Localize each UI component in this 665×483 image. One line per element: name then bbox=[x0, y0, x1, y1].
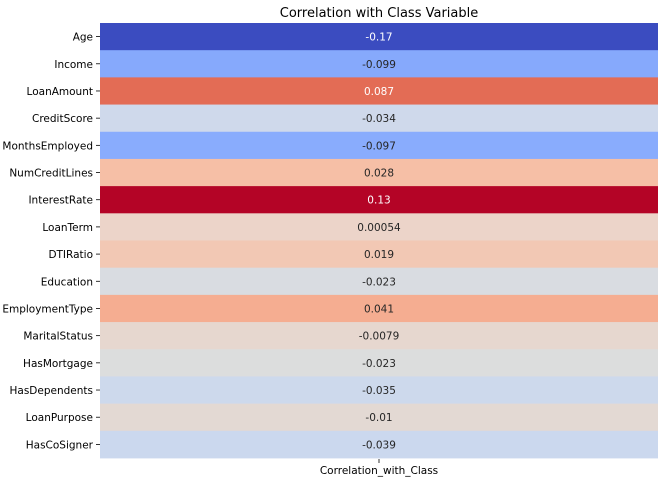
row-label: HasMortgage bbox=[23, 358, 93, 370]
cell-value-label: -0.023 bbox=[362, 358, 396, 370]
row-label: LoanPurpose bbox=[26, 412, 93, 424]
heatmap-cell bbox=[100, 77, 658, 105]
heatmap-cell bbox=[100, 322, 658, 350]
heatmap-cell bbox=[100, 376, 658, 405]
column-label: Correlation_with_Class bbox=[320, 465, 438, 477]
cell-value-label: 0.087 bbox=[364, 86, 394, 98]
row-label: DTIRatio bbox=[48, 249, 93, 261]
cell-value-label: -0.097 bbox=[362, 140, 396, 152]
row-label: HasDependents bbox=[10, 385, 94, 397]
row-label: Age bbox=[73, 32, 93, 44]
cell-value-label: -0.099 bbox=[362, 59, 396, 71]
heatmap-cell bbox=[100, 23, 658, 51]
row-label: MaritalStatus bbox=[23, 331, 93, 343]
chart-title: Correlation with Class Variable bbox=[280, 6, 479, 21]
row-label: LoanAmount bbox=[27, 86, 93, 98]
row-label: LoanTerm bbox=[42, 222, 93, 234]
heatmap-cell bbox=[100, 186, 658, 214]
heatmap-cell bbox=[100, 131, 658, 160]
cell-value-label: -0.034 bbox=[362, 113, 396, 125]
cell-value-label: -0.035 bbox=[362, 385, 396, 397]
cell-value-label: 0.019 bbox=[364, 249, 394, 261]
cell-value-label: 0.13 bbox=[367, 195, 390, 207]
cell-value-label: 0.00054 bbox=[357, 222, 401, 234]
cell-value-label: 0.028 bbox=[364, 168, 394, 180]
heatmap-cell bbox=[100, 403, 658, 432]
cell-value-label: -0.039 bbox=[362, 439, 396, 451]
row-label: CreditScore bbox=[32, 113, 93, 125]
row-label: Education bbox=[41, 276, 93, 288]
row-label: MonthsEmployed bbox=[2, 140, 93, 152]
heatmap-cell bbox=[100, 213, 658, 241]
row-label: NumCreditLines bbox=[9, 168, 93, 180]
cell-value-label: 0.041 bbox=[364, 303, 394, 315]
row-label: EmploymentType bbox=[2, 303, 93, 315]
cell-value-label: -0.023 bbox=[362, 276, 396, 288]
heatmap-cells: -0.17 -0.099 0.087 -0.034 -0.097 0.028 0.13 0.0… bbox=[100, 23, 658, 459]
row-label: HasCoSigner bbox=[26, 439, 94, 451]
heatmap-cell bbox=[100, 349, 658, 377]
cell-value-label: -0.17 bbox=[365, 32, 392, 44]
heatmap-cell bbox=[100, 240, 658, 269]
heatmap-cell bbox=[100, 267, 658, 296]
row-labels: Age Income LoanAmount CreditScore MonthsEmpl… bbox=[2, 32, 100, 451]
cell-value-label: -0.01 bbox=[365, 412, 392, 424]
row-label: Income bbox=[54, 59, 93, 71]
heatmap-cell bbox=[100, 158, 658, 187]
heatmap-cell bbox=[100, 294, 658, 323]
heatmap-cell bbox=[100, 104, 658, 133]
heatmap-cell bbox=[100, 430, 658, 459]
cell-value-label: -0.0079 bbox=[359, 331, 400, 343]
row-label: InterestRate bbox=[28, 195, 93, 207]
heatmap-cell bbox=[100, 50, 658, 78]
